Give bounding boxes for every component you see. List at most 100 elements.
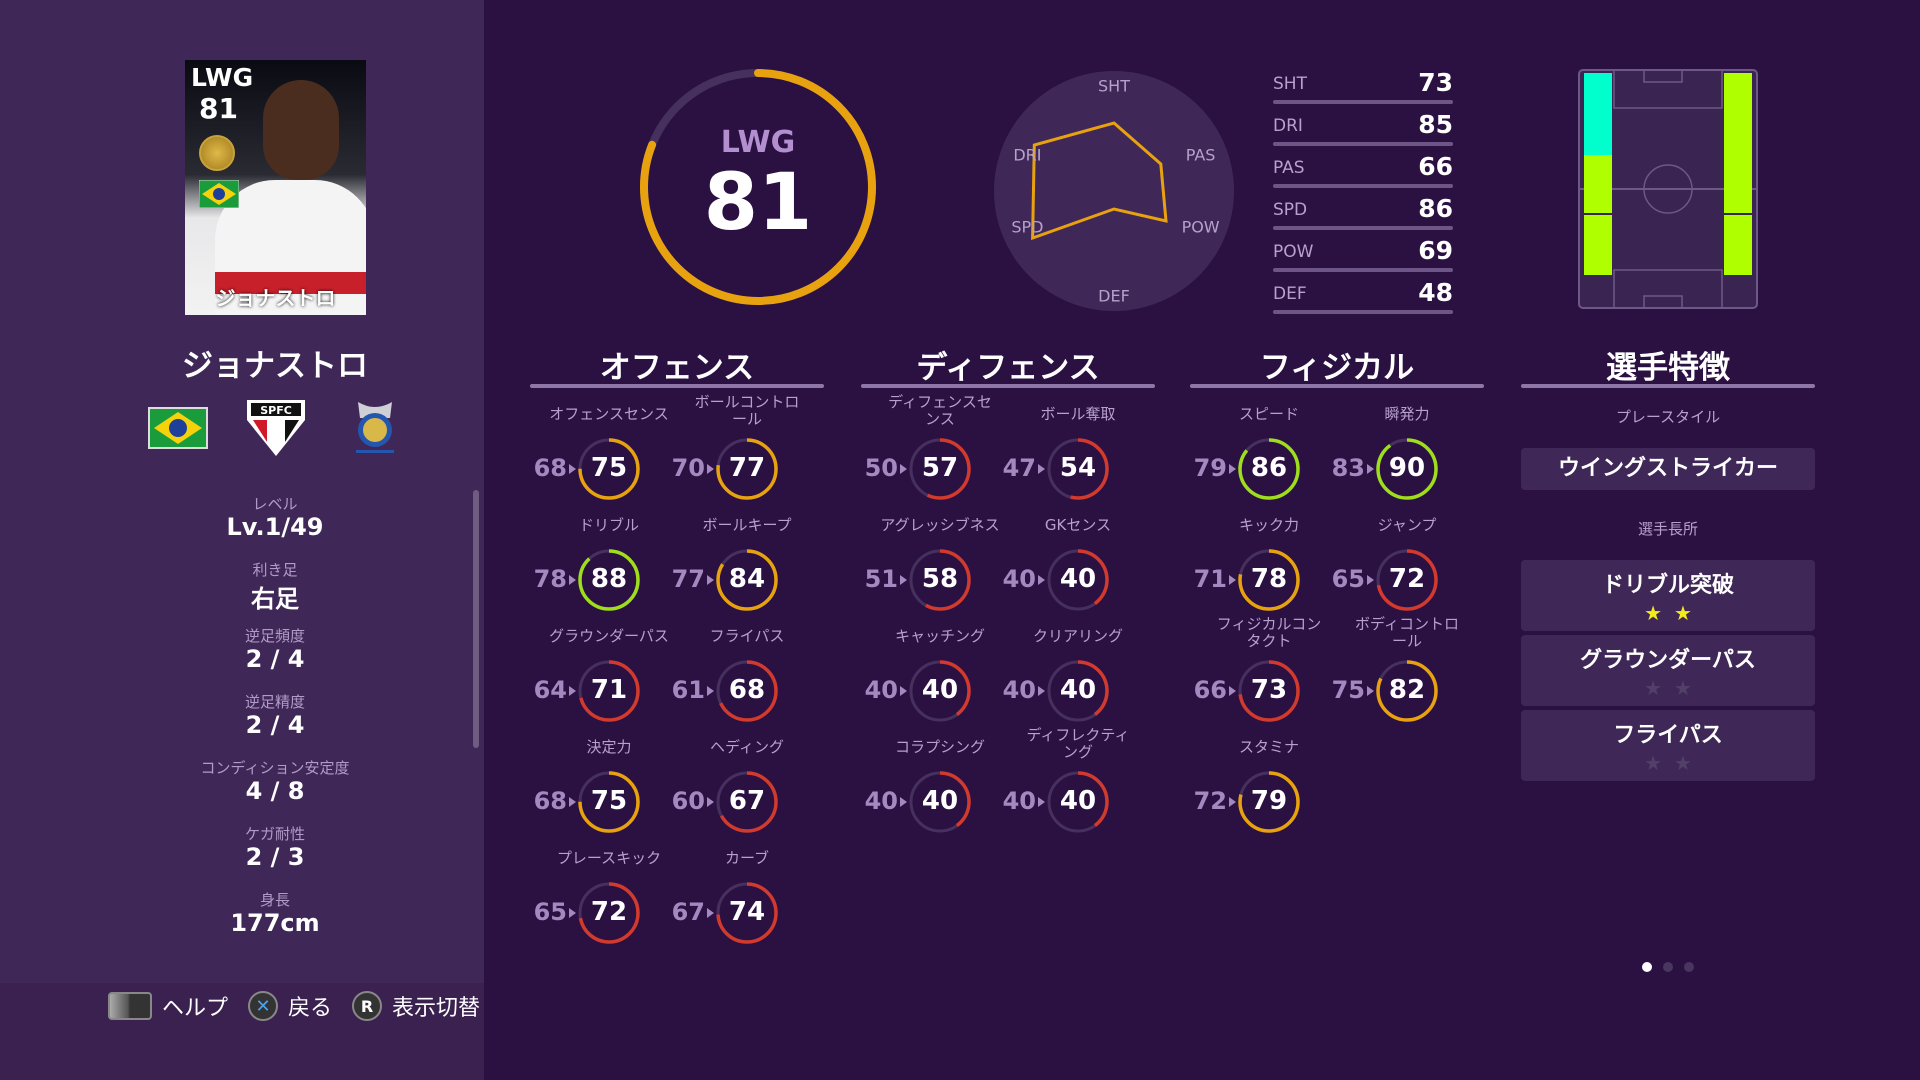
arrow-right-icon	[1229, 464, 1236, 474]
arrow-right-icon	[707, 464, 714, 474]
arrow-right-icon	[707, 797, 714, 807]
overall-rating: 81	[703, 158, 813, 248]
position-pitch-map	[1578, 69, 1758, 309]
summary-stat-label: DEF	[1273, 284, 1307, 304]
brazil-flag-icon	[148, 407, 208, 449]
stat-ring	[1047, 771, 1109, 833]
arrow-right-icon	[569, 464, 576, 474]
stat-value: 40	[1059, 675, 1097, 705]
stat-previous-value: 65	[1331, 565, 1365, 593]
traits-divider	[1521, 384, 1815, 388]
stat-value: 40	[1059, 564, 1097, 594]
stat-ring-arc	[1376, 549, 1438, 611]
pitch-zone-right-1	[1724, 73, 1752, 155]
help-hint[interactable]: ヘルプ	[108, 990, 228, 1022]
info-value: 177cm	[230, 909, 320, 937]
summary-stat-value: 66	[1418, 152, 1453, 181]
page-indicator-dot[interactable]	[1684, 962, 1694, 972]
radar-polygon	[1031, 121, 1168, 241]
button-hint-bar	[0, 983, 484, 1080]
summary-stat-value: 86	[1418, 194, 1453, 223]
summary-stat-label: DRI	[1273, 116, 1303, 136]
arrow-right-icon	[1367, 464, 1374, 474]
stat-previous-value: 78	[533, 565, 567, 593]
stat-value: 77	[728, 453, 766, 483]
card-overall: 81	[199, 92, 238, 125]
skill-stars: ★ ★	[1521, 676, 1815, 700]
stat-previous-value: 75	[1331, 676, 1365, 704]
back-hint[interactable]: ✕ 戻る	[248, 990, 332, 1022]
arrow-right-icon	[1038, 686, 1045, 696]
stat-label: クリアリング	[1032, 627, 1123, 645]
stat-value: 40	[1059, 786, 1097, 816]
stat-label: ヘディング	[710, 738, 784, 756]
stat-label: グラウンダーパス	[549, 627, 669, 645]
stat-previous-value: 47	[1002, 454, 1036, 482]
stat-previous-value: 67	[671, 898, 705, 926]
stat-previous-value: 68	[533, 787, 567, 815]
star-icon: ★	[1674, 676, 1692, 700]
stat-previous-value: 71	[1193, 565, 1227, 593]
arrow-right-icon	[900, 575, 907, 585]
skill-stars: ★ ★	[1521, 601, 1815, 625]
stat-label: カーブ	[724, 849, 770, 867]
page-indicator-dot[interactable]	[1663, 962, 1673, 972]
section-title: フィジカル	[1259, 350, 1415, 386]
r-button-icon: R	[352, 991, 382, 1021]
stat-label: スタミナ	[1238, 738, 1299, 756]
info-label: レベル	[252, 495, 298, 513]
stat-previous-value: 79	[1193, 454, 1227, 482]
skills-label: 選手長所	[1637, 520, 1698, 538]
stat-value: 88	[590, 564, 628, 594]
section-divider	[1190, 384, 1484, 388]
player-card: LWG 81 ジョナストロ	[185, 60, 366, 315]
stat-value: 78	[1250, 564, 1288, 594]
toggle-view-hint[interactable]: R 表示切替	[352, 990, 480, 1022]
skill-name: グラウンダーパス	[1580, 648, 1756, 673]
star-icon: ★	[1644, 751, 1662, 775]
section-title: ディフェンス	[916, 350, 1100, 386]
arrow-right-icon	[900, 686, 907, 696]
stat-ring-arc	[578, 438, 640, 500]
skill-card: フライパス ★ ★	[1521, 710, 1815, 781]
pitch-zone-left-1	[1584, 73, 1612, 155]
stat-value: 57	[921, 453, 959, 483]
stat-ring	[578, 549, 640, 611]
summary-stat-bar	[1273, 100, 1453, 104]
stat-value: 58	[921, 564, 959, 594]
stat-previous-value: 40	[864, 676, 898, 704]
card-name: ジョナストロ	[215, 286, 336, 310]
arrow-right-icon	[1229, 686, 1236, 696]
stat-ring	[909, 660, 971, 722]
stat-value: 54	[1059, 453, 1097, 483]
stat-ring	[909, 549, 971, 611]
stat-label: コラプシング	[894, 738, 985, 756]
stat-ring	[1047, 660, 1109, 722]
brazil-flag-icon	[199, 180, 239, 208]
info-label: ケガ耐性	[244, 825, 305, 843]
scrollbar[interactable]	[473, 490, 479, 748]
stat-label: プレースキック	[556, 849, 662, 867]
summary-stat-label: SHT	[1273, 74, 1307, 94]
arrow-right-icon	[1038, 575, 1045, 585]
stat-label: キック力	[1238, 516, 1299, 534]
arrow-right-icon	[569, 908, 576, 918]
stat-ring	[909, 771, 971, 833]
info-value: 右足	[251, 585, 299, 613]
stat-ring-arc	[716, 660, 778, 722]
page-indicator-dot[interactable]	[1642, 962, 1652, 972]
stat-value: 40	[921, 786, 959, 816]
star-icon: ★	[1674, 601, 1692, 625]
arrow-right-icon	[900, 797, 907, 807]
player-photo	[263, 80, 339, 180]
arrow-right-icon	[900, 464, 907, 474]
stat-previous-value: 65	[533, 898, 567, 926]
stat-label: ボールコントロール	[694, 393, 800, 428]
overall-position: LWG	[720, 125, 796, 160]
stat-ring-arc	[909, 771, 971, 833]
stat-ring	[716, 660, 778, 722]
pitch-zone-right-3	[1724, 215, 1752, 275]
stat-ring-arc	[716, 882, 778, 944]
stat-label: 決定力	[586, 738, 632, 756]
stat-ring	[1238, 771, 1300, 833]
